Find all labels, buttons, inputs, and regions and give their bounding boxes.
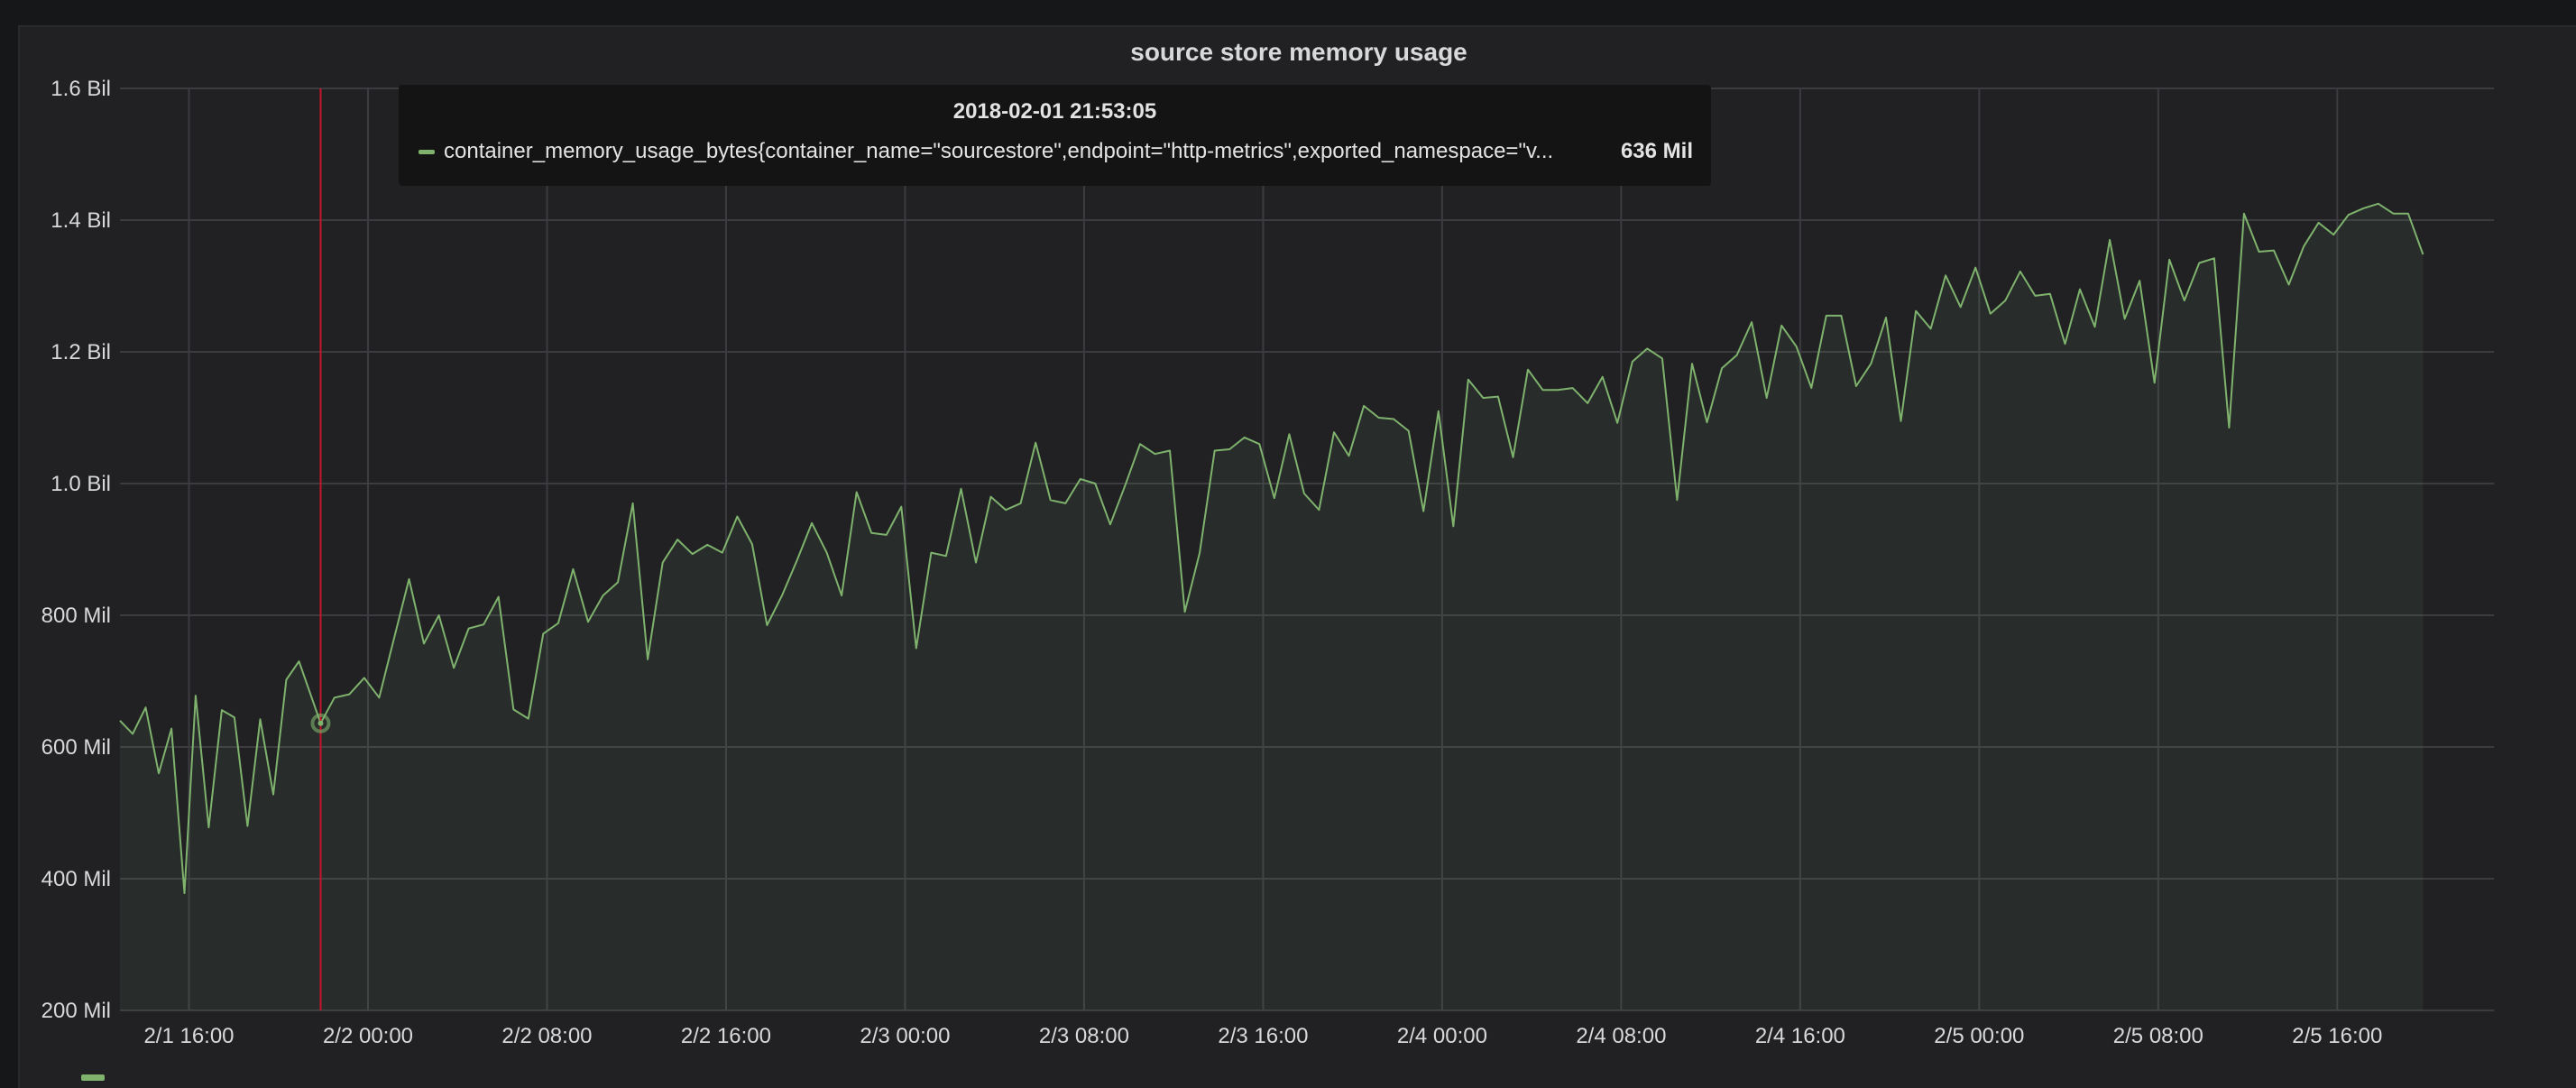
y-tick-label: 800 Mil: [41, 604, 111, 628]
graph-panel: source store memory usage: [18, 25, 2576, 1088]
tooltip-series-name: container_memory_usage_bytes{container_n…: [444, 139, 1554, 163]
y-tick-label: 600 Mil: [41, 735, 111, 760]
x-tick-label: 2/3 16:00: [1218, 1024, 1308, 1048]
x-tick-label: 2/5 00:00: [1934, 1024, 2024, 1048]
tooltip-series-row: container_memory_usage_bytes{container_n…: [419, 136, 1693, 167]
x-tick-label: 2/5 16:00: [2292, 1024, 2382, 1048]
y-tick-label: 1.6 Bil: [51, 77, 111, 101]
x-tick-label: 2/4 08:00: [1576, 1024, 1666, 1048]
hover-point-dot: [317, 720, 324, 726]
series-line[interactable]: [119, 202, 2424, 895]
panel-title[interactable]: source store memory usage: [1130, 38, 1467, 66]
y-tick-label: 400 Mil: [41, 867, 111, 891]
x-tick-label: 2/4 00:00: [1397, 1024, 1487, 1048]
x-tick-label: 2/5 08:00: [2113, 1024, 2203, 1048]
x-tick-label: 2/1 16:00: [143, 1024, 234, 1048]
x-tick-label: 2/2 16:00: [681, 1024, 771, 1048]
x-tick-label: 2/4 16:00: [1755, 1024, 1845, 1048]
hover-point-marker: [310, 713, 331, 733]
y-tick-label: 200 Mil: [41, 999, 111, 1023]
series-layer: [119, 88, 2424, 1011]
legend-series-swatch[interactable]: [81, 1074, 105, 1081]
x-axis-labels: 2/1 16:00 2/2 00:00 2/2 08:00 2/2 16:00 2/3 …: [143, 1024, 2382, 1048]
x-tick-label: 2/2 00:00: [323, 1024, 413, 1048]
tooltip-time: 2018-02-01 21:53:05: [952, 99, 1157, 124]
x-tick-label: 2/2 08:00: [501, 1024, 592, 1048]
x-tick-label: 2/3 08:00: [1039, 1024, 1129, 1048]
series-color-swatch: [419, 149, 435, 154]
y-tick-label: 1.2 Bil: [51, 340, 111, 364]
y-tick-label: 1.4 Bil: [51, 208, 111, 233]
hover-tooltip: 2018-02-01 21:53:05 container_memory_usa…: [399, 85, 1711, 186]
y-tick-label: 1.0 Bil: [51, 472, 111, 496]
series-area-fill: [120, 203, 2424, 1011]
tooltip-series-value: 636 Mil: [1620, 139, 1693, 163]
x-tick-label: 2/3 00:00: [860, 1024, 950, 1048]
y-axis-labels: 200 Mil 400 Mil 600 Mil 800 Mil 1.0 Bil 1.2 B…: [41, 77, 111, 1023]
